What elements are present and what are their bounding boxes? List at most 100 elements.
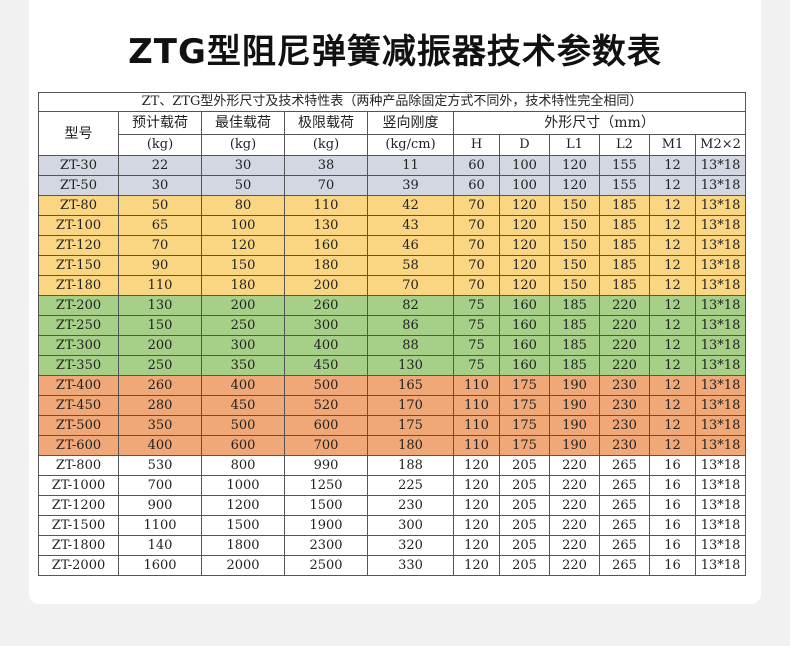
cell-limit: 180 — [284, 255, 368, 276]
cell-model: ZT-180 — [38, 275, 119, 296]
cell-optimal: 200 — [201, 295, 285, 316]
table-row: ZT-150 90 150 180 58 70 120 150 185 12 13*18 — [38, 255, 747, 276]
cell-limit: 500 — [284, 375, 368, 396]
cell-stiffness: 43 — [367, 215, 454, 236]
cell-L2: 185 — [599, 255, 650, 276]
table-row: ZT-80 50 80 110 42 70 120 150 185 12 13*18 — [38, 195, 747, 216]
cell-M1: 12 — [649, 395, 696, 416]
cell-D: 100 — [499, 175, 550, 196]
table-row: ZT-400 260 400 500 165 110 175 190 230 12 13*18 — [38, 375, 747, 396]
cell-L1: 185 — [549, 335, 600, 356]
cell-M2: 13*18 — [694, 535, 747, 556]
cell-stiffness: 11 — [367, 155, 454, 176]
cell-M1: 12 — [649, 355, 696, 376]
cell-model: ZT-1500 — [38, 515, 119, 536]
cell-model: ZT-300 — [38, 335, 119, 356]
header-L2: L2 — [599, 134, 650, 156]
cell-limit: 2300 — [284, 535, 368, 556]
cell-D: 120 — [499, 215, 550, 236]
header-row-1: 型号 预计载荷 最佳载荷 极限载荷 竖向刚度 外形尺寸（mm） — [38, 111, 747, 156]
cell-D: 160 — [499, 315, 550, 336]
header-D: D — [499, 134, 550, 156]
cell-H: 75 — [453, 315, 500, 336]
cell-model: ZT-350 — [38, 355, 119, 376]
cell-H: 120 — [453, 515, 500, 536]
cell-stiffness: 46 — [367, 235, 454, 256]
cell-L2: 220 — [599, 355, 650, 376]
cell-optimal: 1500 — [201, 515, 285, 536]
cell-limit: 160 — [284, 235, 368, 256]
cell-stiffness: 330 — [367, 555, 454, 576]
cell-preload: 250 — [118, 355, 202, 376]
cell-H: 110 — [453, 395, 500, 416]
cell-L2: 230 — [599, 375, 650, 396]
cell-preload: 280 — [118, 395, 202, 416]
table-row: ZT-120 70 120 160 46 70 120 150 185 12 13*18 — [38, 235, 747, 256]
cell-M2: 13*18 — [694, 275, 747, 296]
cell-preload: 1600 — [118, 555, 202, 576]
cell-model: ZT-2000 — [38, 555, 119, 576]
cell-preload: 1100 — [118, 515, 202, 536]
header-L1: L1 — [549, 134, 600, 156]
cell-L1: 150 — [549, 275, 600, 296]
header-M2: M2×2 — [694, 134, 747, 156]
cell-limit: 38 — [284, 155, 368, 176]
cell-M1: 12 — [649, 175, 696, 196]
cell-optimal: 150 — [201, 255, 285, 276]
cell-L1: 150 — [549, 235, 600, 256]
cell-D: 120 — [499, 195, 550, 216]
cell-M2: 13*18 — [694, 435, 747, 456]
cell-M1: 12 — [649, 295, 696, 316]
cell-H: 120 — [453, 555, 500, 576]
cell-M2: 13*18 — [694, 515, 747, 536]
cell-preload: 260 — [118, 375, 202, 396]
cell-limit: 1250 — [284, 475, 368, 496]
cell-stiffness: 39 — [367, 175, 454, 196]
cell-limit: 200 — [284, 275, 368, 296]
cell-model: ZT-120 — [38, 235, 119, 256]
cell-M2: 13*18 — [694, 355, 747, 376]
cell-L2: 185 — [599, 275, 650, 296]
cell-M1: 12 — [649, 435, 696, 456]
cell-L2: 265 — [599, 495, 650, 516]
cell-M2: 13*18 — [694, 255, 747, 276]
cell-preload: 700 — [118, 475, 202, 496]
cell-model: ZT-100 — [38, 215, 119, 236]
cell-M1: 12 — [649, 255, 696, 276]
cell-limit: 1900 — [284, 515, 368, 536]
header-unit-optimal: (kg) — [201, 134, 285, 156]
cell-M2: 13*18 — [694, 315, 747, 336]
cell-M1: 12 — [649, 275, 696, 296]
cell-model: ZT-1000 — [38, 475, 119, 496]
cell-stiffness: 82 — [367, 295, 454, 316]
cell-stiffness: 70 — [367, 275, 454, 296]
cell-M2: 13*18 — [694, 495, 747, 516]
cell-optimal: 400 — [201, 375, 285, 396]
cell-M1: 16 — [649, 535, 696, 556]
cell-model: ZT-30 — [38, 155, 119, 176]
header-limit: 极限载荷 — [284, 111, 368, 135]
cell-preload: 530 — [118, 455, 202, 476]
cell-M1: 12 — [649, 155, 696, 176]
cell-stiffness: 58 — [367, 255, 454, 276]
table-caption: ZT、ZTG型外形尺寸及技术特性表（两种产品除固定方式不同外，技术特性完全相同） — [37, 92, 747, 112]
cell-preload: 150 — [118, 315, 202, 336]
table-row: ZT-800 530 800 990 188 120 205 220 265 16 13*18 — [38, 455, 747, 476]
cell-M2: 13*18 — [694, 175, 747, 196]
cell-preload: 30 — [118, 175, 202, 196]
cell-model: ZT-500 — [38, 415, 119, 436]
cell-preload: 65 — [118, 215, 202, 236]
cell-L1: 185 — [549, 355, 600, 376]
cell-D: 205 — [499, 535, 550, 556]
cell-D: 160 — [499, 295, 550, 316]
cell-optimal: 600 — [201, 435, 285, 456]
header-M1: M1 — [649, 134, 696, 156]
cell-preload: 22 — [118, 155, 202, 176]
cell-optimal: 300 — [201, 335, 285, 356]
table-row: ZT-1000 700 1000 1250 225 120 205 220 265 16 13*18 — [38, 475, 747, 496]
cell-optimal: 1800 — [201, 535, 285, 556]
cell-optimal: 180 — [201, 275, 285, 296]
table-row: ZT-100 65 100 130 43 70 120 150 185 12 13*18 — [38, 215, 747, 236]
cell-D: 205 — [499, 495, 550, 516]
cell-preload: 90 — [118, 255, 202, 276]
